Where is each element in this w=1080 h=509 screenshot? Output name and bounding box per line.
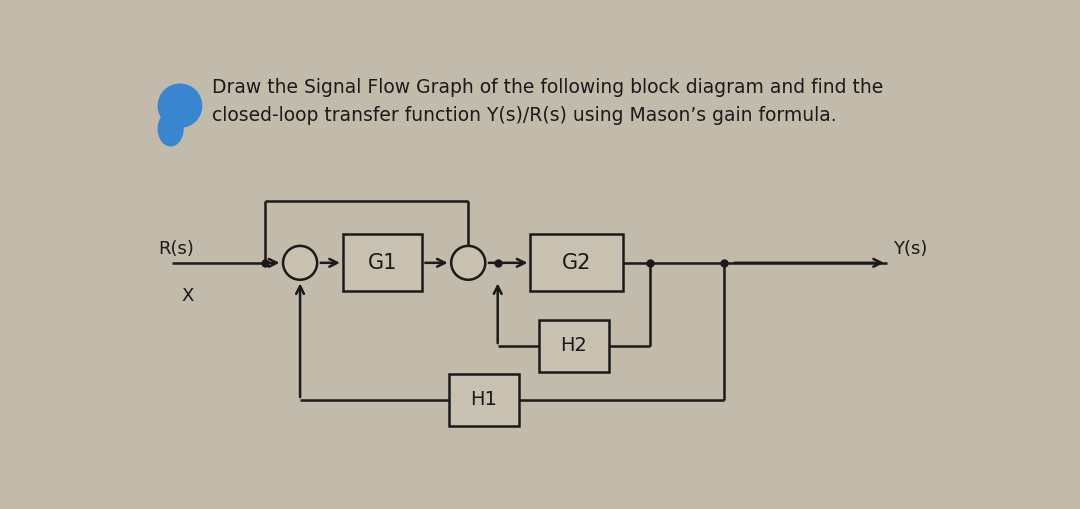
Text: G1: G1 (367, 253, 397, 273)
Text: Y(s): Y(s) (893, 240, 928, 258)
FancyBboxPatch shape (539, 320, 609, 372)
Text: X: X (181, 287, 194, 305)
Text: −: − (454, 261, 465, 274)
Text: −: − (286, 261, 298, 274)
FancyBboxPatch shape (530, 234, 623, 291)
Text: G2: G2 (562, 253, 592, 273)
Circle shape (159, 84, 202, 127)
Text: H1: H1 (470, 390, 497, 409)
Circle shape (283, 246, 318, 280)
Text: H2: H2 (561, 336, 588, 355)
Text: Draw the Signal Flow Graph of the following block diagram and find the
closed-lo: Draw the Signal Flow Graph of the follow… (213, 78, 883, 125)
FancyBboxPatch shape (342, 234, 422, 291)
Text: +: + (471, 250, 482, 264)
FancyBboxPatch shape (449, 374, 518, 426)
Text: R(s): R(s) (159, 240, 194, 258)
Text: +: + (291, 250, 300, 264)
Circle shape (451, 246, 485, 280)
Text: +: + (457, 250, 468, 264)
Ellipse shape (159, 112, 183, 146)
